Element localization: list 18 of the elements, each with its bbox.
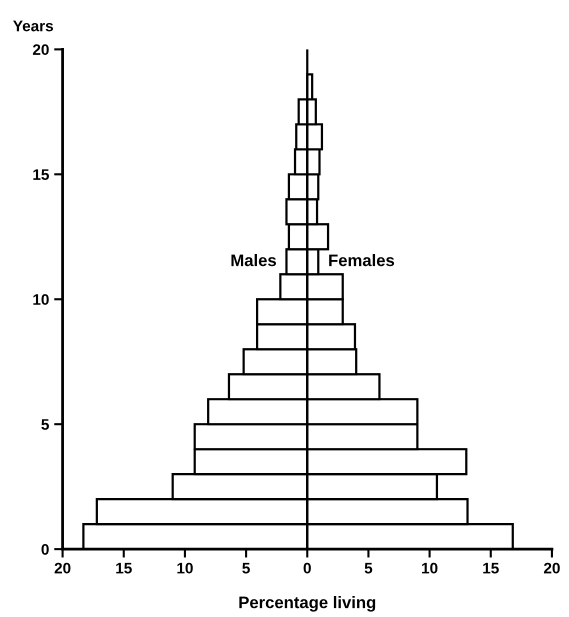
x-tick-label: 20: [54, 562, 70, 574]
series-label: Males: [231, 254, 276, 266]
x-tick-label: 5: [242, 562, 250, 574]
y-tick-label: 10: [33, 294, 49, 305]
x-tick-label: 5: [364, 562, 372, 574]
series-label: Females: [329, 254, 394, 266]
x-tick-label: 15: [483, 562, 499, 574]
x-tick-label: 10: [422, 562, 438, 574]
y-tick-label: 5: [41, 419, 49, 430]
y-axis-title: Years: [13, 20, 53, 32]
x-tick-label: 10: [177, 562, 193, 574]
x-tick-label: 20: [544, 562, 560, 574]
x-tick-label: 15: [116, 562, 132, 574]
x-axis-title: Percentage living: [239, 596, 376, 612]
y-tick-label: 0: [42, 544, 49, 555]
y-tick-label: 20: [32, 44, 49, 56]
y-tick-label: 15: [33, 169, 49, 180]
x-tick-label: 0: [304, 562, 311, 574]
